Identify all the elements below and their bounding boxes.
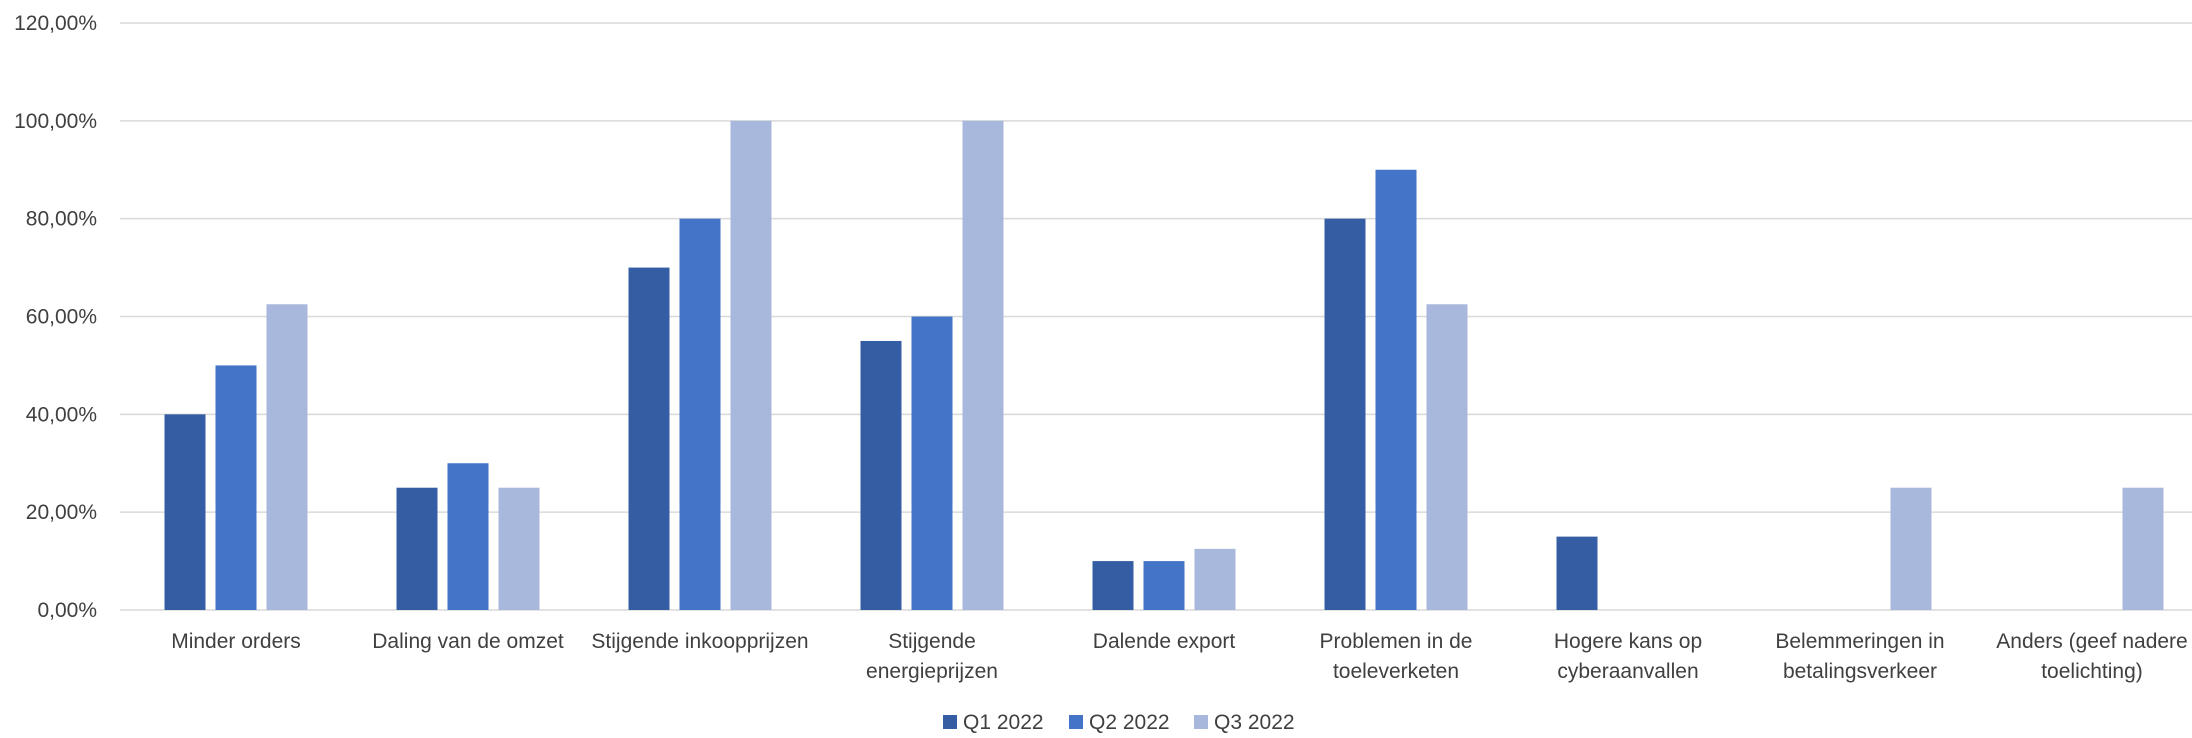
legend-item: Q2 2022 xyxy=(1069,711,1170,734)
legend-item: Q3 2022 xyxy=(1194,711,1295,734)
bar-q3-2022 xyxy=(1426,304,1468,610)
bar-q2-2022 xyxy=(447,463,489,610)
y-tick-label: 0,00% xyxy=(37,599,97,622)
y-tick-label: 40,00% xyxy=(26,403,97,426)
x-axis-category-labels: Minder orders Daling van de omzet Stijgend… xyxy=(171,630,2188,683)
bar-q2-2022 xyxy=(215,365,257,610)
legend: Q1 2022 Q2 2022 Q3 2022 xyxy=(943,711,1295,734)
bar-q2-2022 xyxy=(1143,561,1185,610)
x-category-label: Daling van de omzet xyxy=(372,630,564,653)
y-tick-label: 120,00% xyxy=(14,12,97,35)
y-tick-label: 60,00% xyxy=(26,306,97,329)
bars xyxy=(164,120,2164,610)
x-category-label: Stijgende inkoopprijzen xyxy=(591,630,808,653)
legend-label: Q3 2022 xyxy=(1214,711,1295,733)
bar-q3-2022 xyxy=(1194,548,1236,610)
bar-q1-2022 xyxy=(860,340,902,610)
bar-q1-2022 xyxy=(396,487,438,610)
bar-q3-2022 xyxy=(498,487,540,610)
x-category-label: Anders (geef nadere toelichting) xyxy=(1996,630,2187,683)
y-tick-label: 100,00% xyxy=(14,110,97,133)
bar-q3-2022 xyxy=(730,120,772,610)
bar-q2-2022 xyxy=(679,218,721,610)
bar-q2-2022 xyxy=(911,316,953,610)
legend-label: Q1 2022 xyxy=(963,711,1044,733)
y-axis-tick-labels: 0,00% 20,00% 40,00% 60,00% 80,00% 100,00% 120,… xyxy=(14,12,97,622)
bar-q3-2022 xyxy=(266,304,308,610)
x-category-label: Hogere kans op cyberaanvallen xyxy=(1554,630,1702,683)
legend-swatch xyxy=(1194,715,1208,729)
bar-q1-2022 xyxy=(164,414,206,610)
legend-label: Q2 2022 xyxy=(1089,711,1170,733)
x-category-label: Stijgende energieprijzen xyxy=(866,630,998,683)
legend-item: Q1 2022 xyxy=(943,711,1044,734)
y-tick-label: 20,00% xyxy=(26,501,97,524)
x-category-label: Dalende export xyxy=(1093,630,1236,653)
x-category-label: Problemen in de toeleverketen xyxy=(1320,630,1473,683)
bar-q1-2022 xyxy=(628,267,670,610)
y-tick-label: 80,00% xyxy=(26,208,97,231)
x-category-label: Belemmeringen in betalingsverkeer xyxy=(1775,630,1944,683)
x-category-label: Minder orders xyxy=(171,630,301,653)
bar-q1-2022 xyxy=(1092,561,1134,610)
bar-q1-2022 xyxy=(1556,536,1598,610)
bar-q2-2022 xyxy=(1375,169,1417,610)
bar-q3-2022 xyxy=(962,120,1004,610)
bar-q3-2022 xyxy=(2122,487,2164,610)
legend-swatch xyxy=(1069,715,1083,729)
bar-q1-2022 xyxy=(1324,218,1366,610)
legend-swatch xyxy=(943,715,957,729)
bar-q3-2022 xyxy=(1890,487,1932,610)
